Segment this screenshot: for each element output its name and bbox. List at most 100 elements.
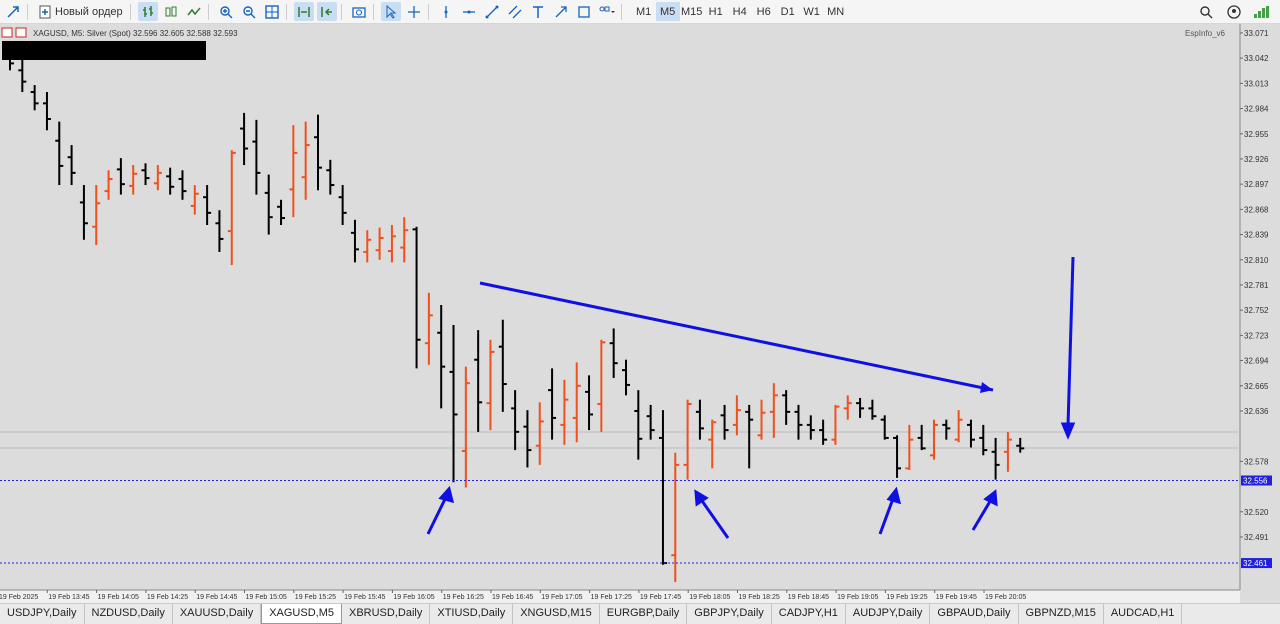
shift-icon[interactable] <box>316 2 337 21</box>
arrow-head <box>438 485 455 504</box>
x-tick-label: 19 Feb 18:05 <box>689 594 730 601</box>
symbol-tab[interactable]: XNGUSD,M15 <box>513 604 600 624</box>
symbol-tab[interactable]: GBPJPY,Daily <box>687 604 772 624</box>
x-tick-label: 19 Feb 14:25 <box>147 594 188 601</box>
chart-icon <box>1 27 13 38</box>
x-tick-label: 19 Feb 16:45 <box>492 594 533 601</box>
x-tick-label: 19 Feb 17:25 <box>591 594 632 601</box>
timeframe-button[interactable]: D1 <box>780 5 795 18</box>
account-icon[interactable] <box>1224 2 1244 21</box>
separator <box>372 3 374 20</box>
timeframe-button[interactable]: M1 <box>636 5 652 18</box>
x-tick-label: 19 Feb 17:45 <box>640 594 681 601</box>
timeframe-button[interactable]: W1 <box>803 5 820 18</box>
y-tick-label: 32.781 <box>1244 281 1269 290</box>
separator <box>427 3 429 20</box>
vline-icon[interactable] <box>436 2 456 21</box>
symbol-tab[interactable]: GBPAUD,Daily <box>930 604 1019 624</box>
timeframe-button[interactable]: M5 <box>655 2 680 21</box>
line-icon[interactable] <box>184 2 204 21</box>
separator <box>340 3 342 20</box>
timeframes: M1 M5 M15 H1 H4 H6 D1 W1 MN <box>632 2 848 21</box>
chart-header: XAGUSD, M5: Silver (Spot) 32.596 32.605 … <box>33 29 238 38</box>
x-tick-label: 19 Feb 18:25 <box>739 594 780 601</box>
x-tick-label: 19 Feb 14:45 <box>196 594 237 601</box>
annotation-arrow <box>878 495 896 535</box>
symbol-tab[interactable]: NZDUSD,Daily <box>85 604 173 624</box>
more-shapes-icon[interactable] <box>597 2 617 21</box>
signal-icon[interactable] <box>1252 2 1272 21</box>
separator <box>285 3 287 20</box>
symbol-tab[interactable]: AUDCAD,H1 <box>1104 604 1183 624</box>
tool-icon[interactable] <box>3 2 23 21</box>
symbol-tab[interactable]: AUDJPY,Daily <box>846 604 931 624</box>
zoom-in-icon[interactable] <box>216 2 236 21</box>
symbol-tab[interactable]: CADJPY,H1 <box>772 604 846 624</box>
symbol-tab[interactable]: XBRUSD,Daily <box>342 604 431 624</box>
arrow-head <box>1060 422 1076 440</box>
y-tick-label: 32.491 <box>1244 533 1269 542</box>
timeframe-button[interactable]: H4 <box>732 5 747 18</box>
x-tick-label: 19 Feb 20:05 <box>985 594 1026 601</box>
arrow-head <box>694 489 709 507</box>
symbol-tab[interactable]: XAUUSD,Daily <box>173 604 262 624</box>
timeframe-button[interactable]: H6 <box>756 5 771 18</box>
timeframe-button[interactable]: M15 <box>680 5 703 18</box>
trendline-icon[interactable] <box>482 2 502 21</box>
screenshot-icon[interactable] <box>349 2 369 21</box>
y-tick-label: 33.042 <box>1244 54 1269 63</box>
y-tick-label: 32.868 <box>1244 205 1269 214</box>
x-tick-label: 19 Feb 17:05 <box>541 594 582 601</box>
x-tick-label: 19 Feb 19:45 <box>936 594 977 601</box>
plot-background <box>0 24 1240 590</box>
new-order-label: Новый ордер <box>55 5 123 18</box>
y-tick-label: 32.723 <box>1244 331 1269 340</box>
candle-icon[interactable] <box>161 2 181 21</box>
price-label-bg <box>1241 558 1272 569</box>
zoom-out-icon[interactable] <box>239 2 259 21</box>
y-tick-label: 33.013 <box>1244 79 1269 88</box>
separator <box>129 3 131 20</box>
symbol-tab[interactable]: GBPNZD,M15 <box>1019 604 1104 624</box>
symbol-tab[interactable]: USDJPY,Daily <box>0 604 85 624</box>
timeframe-button[interactable]: H1 <box>708 5 723 18</box>
y-tick-label: 32.984 <box>1244 105 1269 114</box>
arrow-icon[interactable] <box>551 2 571 21</box>
y-tick-label: 32.520 <box>1244 508 1269 517</box>
symbol-tabs: USDJPY,Daily NZDUSD,Daily XAUUSD,Daily XAGU… <box>0 603 1280 624</box>
cursor-icon[interactable] <box>380 2 401 21</box>
new-order-button[interactable]: Новый ордер <box>35 2 126 21</box>
arrow-head <box>983 489 998 507</box>
symbol-tab[interactable]: EURGBP,Daily <box>600 604 688 624</box>
crosshair-icon[interactable] <box>404 2 424 21</box>
price-label-bg <box>1241 475 1272 486</box>
timeframe-button[interactable]: MN <box>827 5 845 18</box>
bar-chart-icon[interactable] <box>137 2 158 21</box>
separator <box>620 3 622 20</box>
annotation-arrows <box>426 256 1076 539</box>
annotation-arrow <box>698 497 730 539</box>
x-tick-label: 19 Feb 19:05 <box>837 594 878 601</box>
y-tick-label: 32.810 <box>1244 256 1269 265</box>
text-icon[interactable] <box>528 2 548 21</box>
hline-icon[interactable] <box>459 2 479 21</box>
search-icon[interactable] <box>1196 2 1216 21</box>
x-tick-label: 19 Feb 14:05 <box>98 594 139 601</box>
symbol-tab[interactable]: XAGUSD,M5 <box>261 604 342 624</box>
shapes-icon[interactable] <box>574 2 594 21</box>
channel-icon[interactable] <box>505 2 525 21</box>
x-tick-label: 19 Feb 2025 <box>0 594 38 601</box>
y-tick-label: 32.694 <box>1244 357 1269 366</box>
x-tick-label: 19 Feb 15:05 <box>246 594 287 601</box>
grid-icon[interactable] <box>262 2 282 21</box>
chart: XAGUSD, M5: Silver (Spot) 32.596 32.605 … <box>0 24 1280 603</box>
x-tick-label: 19 Feb 15:45 <box>344 594 385 601</box>
symbol-tab[interactable]: XTIUSD,Daily <box>430 604 514 624</box>
autoscroll-icon[interactable] <box>293 2 314 21</box>
y-tick-label: 32.926 <box>1244 155 1269 164</box>
y-tick-label: 33.071 <box>1244 29 1269 38</box>
indicator-label: EspInfo_v6 <box>1185 29 1226 38</box>
x-tick-label: 19 Feb 16:05 <box>393 594 434 601</box>
